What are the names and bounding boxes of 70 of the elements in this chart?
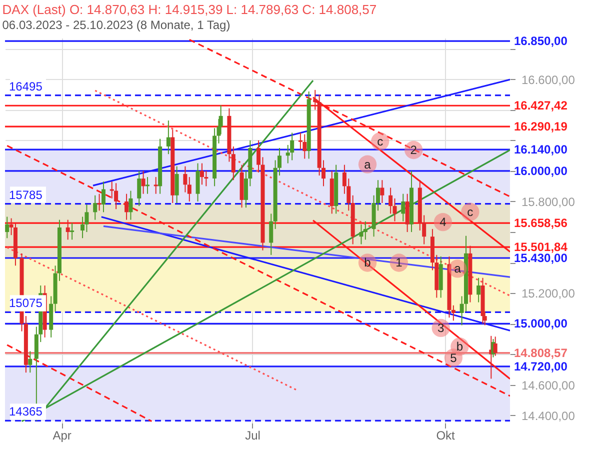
x-tick-label: Jul [245, 428, 260, 442]
y-tick-label: 16.600,00 [522, 72, 576, 87]
annotation: c [467, 204, 474, 219]
candlestick [359, 224, 364, 245]
candlestick [392, 198, 397, 222]
y-tick-label: 15.200,00 [522, 286, 576, 301]
candlestick [154, 176, 158, 194]
candlestick [141, 170, 146, 194]
ref-line-label: 16.290,19 [514, 120, 568, 134]
chart-title: DAX (Last) O: 14.870,63 H: 14.915,39 L: 14.789,63 C: 14.808,57 [2, 2, 377, 18]
candlestick [128, 190, 133, 220]
candlestick [97, 193, 102, 212]
annotation: c [377, 134, 384, 148]
candlestick [451, 304, 456, 322]
chart-subtitle: 06.03.2023 - 25.10.2023 (8 Monate, 1 Tag) [2, 18, 230, 32]
candlestick [28, 350, 32, 374]
y-tick-label: 14.600,00 [522, 378, 576, 392]
candlestick [493, 336, 498, 356]
annotation: 1 [396, 256, 403, 270]
candlestick [302, 134, 307, 160]
candlestick [93, 194, 98, 220]
candlestick [405, 193, 410, 233]
annotation: b [456, 340, 464, 354]
ref-line-label: 16.427,42 [514, 98, 568, 113]
ref-line-label: 16.850,00 [514, 34, 568, 48]
annotation: b [364, 256, 372, 270]
y-tick-label: 14.400,00 [522, 408, 576, 423]
ref-line-label: 14365 [9, 404, 43, 419]
candlestick [388, 187, 393, 214]
candlestick [70, 222, 74, 240]
ref-line-label: 14.808,57 [514, 346, 568, 360]
candlestick [231, 146, 236, 181]
ref-line-label: 16.000,00 [514, 164, 568, 178]
ref-line-label: 15785 [9, 188, 43, 202]
x-tick-label: Okt [436, 428, 456, 442]
candlestick [380, 180, 384, 204]
candlestick [196, 162, 200, 202]
annotation: a [454, 262, 462, 276]
ref-line-label: 14.720,00 [514, 359, 568, 374]
candlestick [187, 176, 192, 202]
annotation: 2 [410, 142, 418, 157]
candlestick [174, 166, 179, 204]
ref-line-label: 16495 [9, 79, 43, 94]
candlestick [166, 120, 170, 155]
candlestick [124, 193, 129, 220]
annotation: 3 [438, 320, 445, 335]
candlestick [313, 89, 318, 110]
candlestick [114, 182, 118, 210]
annotation: a [364, 157, 372, 172]
candlestick [183, 166, 188, 193]
candlestick [5, 216, 10, 239]
annotation: 4 [440, 215, 447, 230]
candlestick [137, 170, 142, 207]
ref-line-label: 15.658,56 [514, 216, 568, 230]
ref-line-label: 15.501,84 [514, 240, 568, 254]
candlestick [269, 213, 274, 256]
candlestick [363, 220, 368, 240]
candlestick [101, 181, 106, 213]
y-tick-label: 15.800,00 [522, 194, 576, 209]
candlestick [290, 132, 294, 161]
candlestick [145, 176, 150, 194]
candlestick [401, 193, 406, 222]
candlestick [476, 277, 481, 303]
x-tick-label: Apr [52, 428, 72, 442]
ref-line-label: 15.000,00 [514, 316, 568, 331]
candlestick [66, 219, 70, 240]
candlestick [200, 162, 204, 186]
ref-line-label: 15075 [9, 296, 43, 310]
annotation: 5 [450, 350, 458, 365]
ref-line-label: 16.140,00 [514, 142, 568, 157]
